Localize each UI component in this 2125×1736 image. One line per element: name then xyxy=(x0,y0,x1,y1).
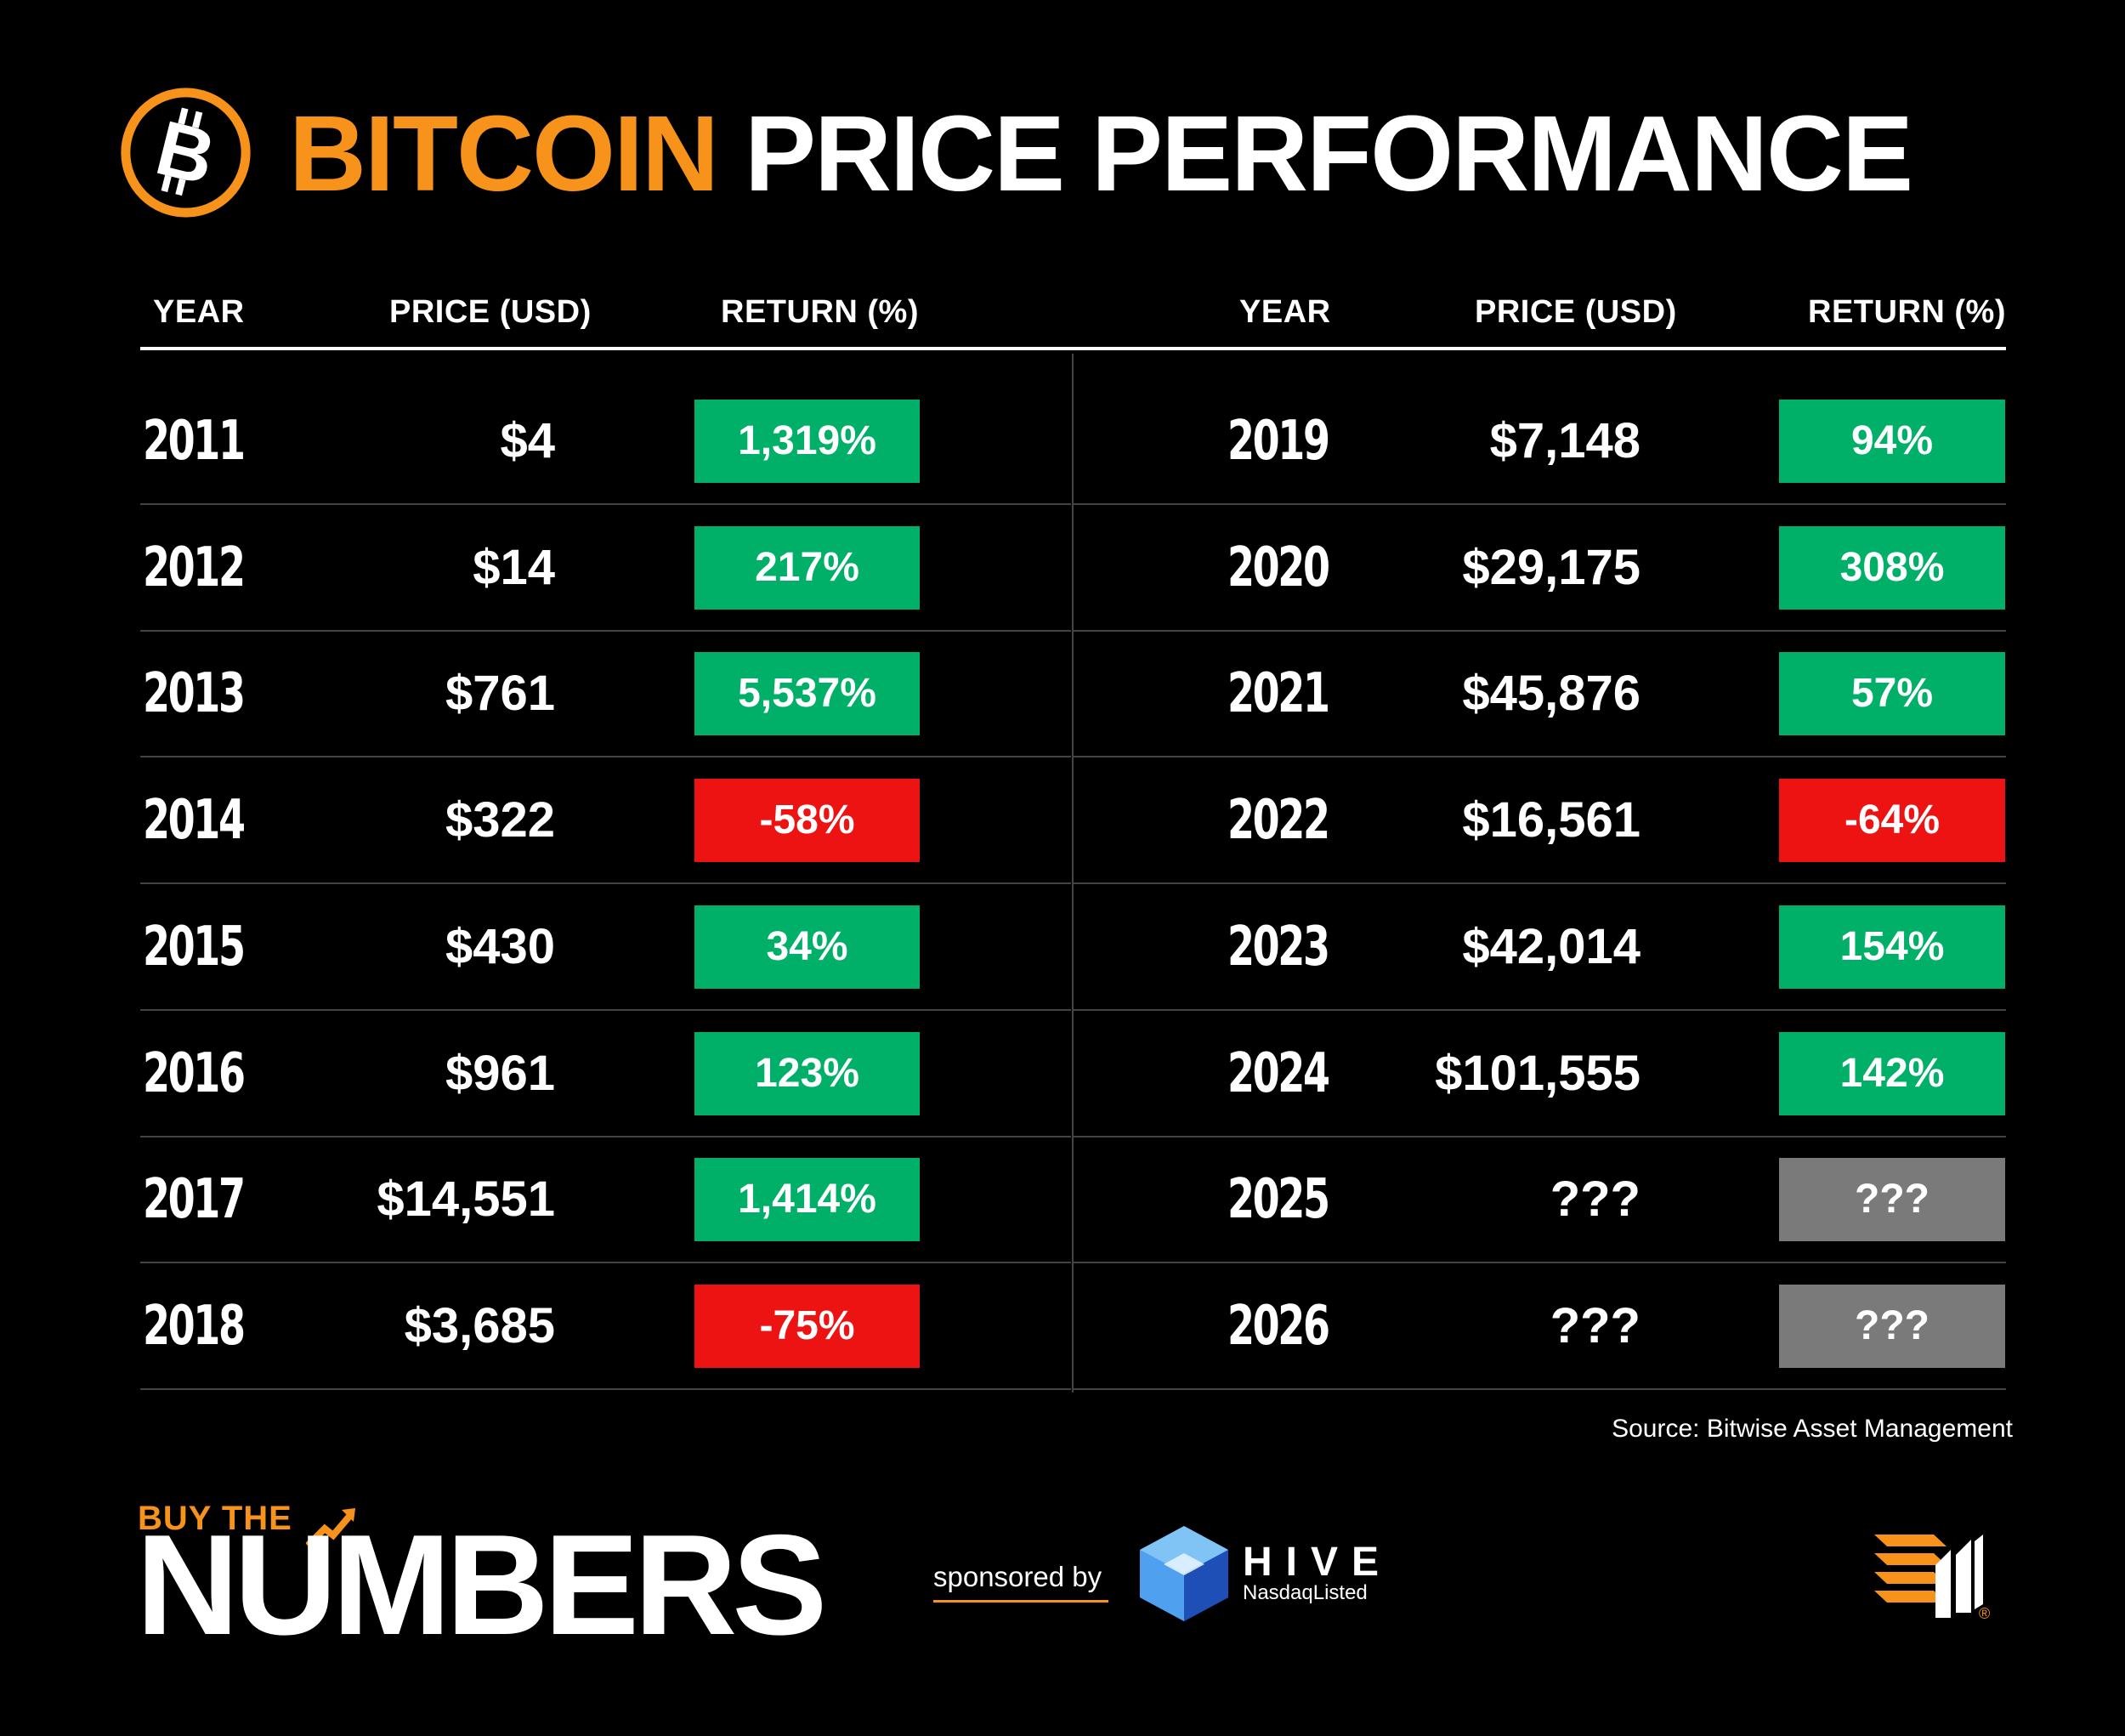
row-separator xyxy=(1074,1136,2006,1137)
row-separator xyxy=(1074,882,2006,884)
return-badge: ??? xyxy=(1779,1285,2005,1368)
source-note: Source: Bitwise Asset Management xyxy=(1612,1415,2013,1443)
row-separator xyxy=(140,1262,1071,1263)
return-badge: 34% xyxy=(694,905,920,989)
row-separator xyxy=(140,1136,1071,1137)
price-cell: $29,175 xyxy=(1462,540,1640,595)
price-cell: $7,148 xyxy=(1489,413,1640,468)
row-separator xyxy=(140,882,1071,884)
col-header-year-left: YEAR xyxy=(153,294,245,330)
row-separator xyxy=(1074,1009,2006,1011)
return-badge: 1,414% xyxy=(694,1158,920,1241)
price-cell: $42,014 xyxy=(1462,919,1640,974)
row-separator xyxy=(1074,1388,2006,1390)
title-accent: BITCOIN xyxy=(289,94,719,213)
row-separator xyxy=(1074,503,2006,505)
col-header-return-left: RETURN (%) xyxy=(721,294,919,330)
row-separator xyxy=(1074,630,2006,632)
price-cell: $16,561 xyxy=(1462,792,1640,848)
return-badge: 308% xyxy=(1779,526,2005,610)
price-cell: $322 xyxy=(445,792,555,848)
return-badge: 94% xyxy=(1779,400,2005,483)
col-header-price-left: PRICE (USD) xyxy=(389,294,592,330)
year-cell: 2015 xyxy=(143,916,246,979)
col-header-return-right: RETURN (%) xyxy=(1808,294,2006,330)
year-cell: 2022 xyxy=(1227,789,1330,852)
row-separator xyxy=(1074,756,2006,757)
publisher-logo-icon xyxy=(1874,1535,1983,1618)
return-badge: -75% xyxy=(694,1285,920,1368)
header-rule xyxy=(140,347,2006,350)
return-badge: 123% xyxy=(694,1032,920,1115)
year-cell: 2025 xyxy=(1227,1168,1330,1231)
price-cell: ??? xyxy=(1550,1298,1640,1353)
year-cell: 2011 xyxy=(143,410,246,473)
registered-mark: ® xyxy=(1979,1605,1991,1622)
row-separator xyxy=(140,1388,1071,1390)
row-separator xyxy=(140,503,1071,505)
year-cell: 2023 xyxy=(1227,916,1330,979)
row-separator xyxy=(1074,1262,2006,1263)
price-cell: $430 xyxy=(445,919,555,974)
trend-arrow-icon xyxy=(306,1508,355,1548)
return-badge: ??? xyxy=(1779,1158,2005,1241)
bitcoin-logo-icon: B xyxy=(121,88,251,218)
price-cell: $14,551 xyxy=(377,1172,555,1227)
price-cell: $101,555 xyxy=(1435,1046,1640,1101)
column-divider xyxy=(1072,354,1074,1393)
col-header-year-right: YEAR xyxy=(1239,294,1331,330)
sponsored-by-label: sponsored by xyxy=(933,1561,1102,1592)
page-title: BITCOIN PRICE PERFORMANCE xyxy=(289,82,1913,226)
year-cell: 2014 xyxy=(143,789,246,852)
price-cell: $961 xyxy=(445,1046,555,1101)
return-badge: 1,319% xyxy=(694,400,920,483)
year-cell: 2017 xyxy=(143,1168,246,1231)
brand-big-text: NUMBERS xyxy=(136,1505,827,1665)
year-cell: 2024 xyxy=(1227,1042,1330,1105)
price-cell: $4 xyxy=(500,413,555,468)
return-badge: -64% xyxy=(1779,779,2005,862)
return-badge: 5,537% xyxy=(694,652,920,735)
return-badge: 154% xyxy=(1779,905,2005,989)
year-cell: 2016 xyxy=(143,1042,246,1105)
title-rest: PRICE PERFORMANCE xyxy=(744,94,1913,213)
year-cell: 2019 xyxy=(1227,410,1330,473)
sponsored-underline xyxy=(933,1600,1108,1603)
year-cell: 2018 xyxy=(143,1295,246,1358)
col-header-price-right: PRICE (USD) xyxy=(1475,294,1677,330)
hive-cube-icon xyxy=(1140,1526,1228,1621)
return-badge: -58% xyxy=(694,779,920,862)
brand-small-text: BUY THE xyxy=(138,1500,292,1537)
year-cell: 2020 xyxy=(1227,536,1330,599)
return-badge: 57% xyxy=(1779,652,2005,735)
price-cell: ??? xyxy=(1550,1172,1640,1227)
return-badge: 217% xyxy=(694,526,920,610)
price-cell: $45,876 xyxy=(1462,666,1640,721)
row-separator xyxy=(140,630,1071,632)
year-cell: 2013 xyxy=(143,662,246,725)
price-cell: $3,685 xyxy=(404,1298,555,1353)
return-badge: 142% xyxy=(1779,1032,2005,1115)
year-cell: 2021 xyxy=(1227,662,1330,725)
price-cell: $761 xyxy=(445,666,555,721)
row-separator xyxy=(140,756,1071,757)
year-cell: 2026 xyxy=(1227,1295,1330,1358)
hive-subtitle: NasdaqListed xyxy=(1243,1581,1368,1604)
year-cell: 2012 xyxy=(143,536,246,599)
hive-wordmark: HIVE xyxy=(1243,1540,1393,1585)
row-separator xyxy=(140,1009,1071,1011)
price-cell: $14 xyxy=(473,540,555,595)
